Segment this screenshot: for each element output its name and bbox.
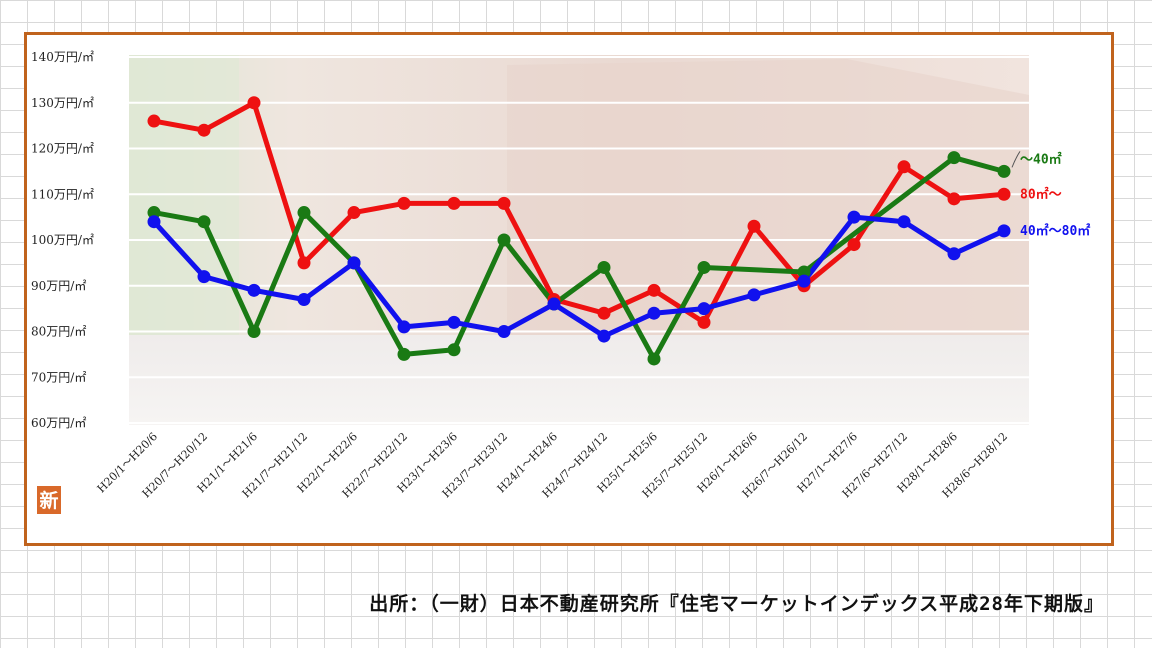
data-point (247, 283, 261, 297)
source-note: 出所：（一財）日本不動産研究所『住宅マーケットインデックス平成28年下期版』 (369, 593, 1104, 615)
data-point (347, 256, 361, 270)
y-tick-label: 80万円/㎡ (31, 325, 86, 339)
y-tick-label: 100万円/㎡ (31, 233, 94, 247)
data-point (947, 151, 961, 165)
series-label: ～40㎡ (1020, 151, 1062, 167)
data-point (847, 238, 861, 252)
data-point (847, 210, 861, 224)
data-point (447, 315, 461, 329)
data-point (447, 196, 461, 210)
data-point (947, 192, 961, 206)
y-tick-label: 130万円/㎡ (31, 96, 94, 110)
data-point (747, 219, 761, 233)
grid-lines (129, 56, 1029, 424)
data-point (147, 114, 161, 128)
y-tick-label: 90万円/㎡ (31, 279, 86, 293)
line-chart: 60万円/㎡ 70万円/㎡ 80万円/㎡ 90万円/㎡ 100万円/㎡ 110万円/㎡ 12… (31, 50, 1090, 514)
data-point (997, 224, 1011, 238)
series-label-leader (1011, 151, 1021, 168)
corner-badge-text: 新 (39, 489, 58, 512)
data-point (147, 215, 161, 229)
data-point (297, 292, 311, 306)
y-tick-label: 60万円/㎡ (31, 416, 86, 430)
corner-badge: 新 (37, 486, 61, 514)
data-point (897, 160, 911, 174)
data-point (247, 96, 261, 110)
data-point (647, 283, 661, 297)
data-point (247, 325, 261, 338)
data-point (597, 306, 611, 320)
y-tick-label: 120万円/㎡ (31, 142, 94, 156)
series-label: 40㎡～80㎡ (1020, 223, 1090, 239)
data-point (497, 196, 511, 210)
data-point (547, 297, 561, 311)
data-point (497, 325, 511, 338)
data-point (497, 233, 511, 247)
data-point (747, 288, 761, 302)
series-points (147, 96, 1011, 366)
y-tick-label: 110万円/㎡ (31, 187, 94, 201)
data-point (297, 256, 311, 270)
data-point (697, 315, 711, 329)
data-point (197, 270, 211, 284)
data-point (797, 265, 811, 279)
data-point (647, 306, 661, 320)
data-point (397, 320, 411, 334)
y-tick-label: 70万円/㎡ (31, 370, 86, 384)
data-point (297, 206, 311, 220)
data-point (947, 247, 961, 261)
data-point (147, 206, 161, 220)
data-point (697, 260, 711, 274)
data-point (647, 352, 661, 366)
data-point (397, 347, 411, 361)
x-axis: H20/1～H20/6H20/7～H20/12H21/1～H21/6H21/7～… (95, 430, 1010, 500)
data-point (597, 260, 611, 274)
data-point (397, 196, 411, 210)
data-point (447, 343, 461, 357)
series-line-2 (152, 214, 1006, 339)
series-labels: 80㎡～ ～40㎡ 40㎡～80㎡ (1011, 151, 1090, 239)
data-point (697, 302, 711, 316)
data-point (347, 206, 361, 220)
y-tick-label: 140万円/㎡ (31, 50, 94, 64)
data-point (897, 215, 911, 229)
data-point (197, 123, 211, 137)
data-point (997, 187, 1011, 201)
data-point (997, 164, 1011, 178)
y-axis: 60万円/㎡ 70万円/㎡ 80万円/㎡ 90万円/㎡ 100万円/㎡ 110万円/㎡ 12… (31, 50, 94, 430)
data-point (197, 215, 211, 229)
data-point (597, 329, 611, 343)
chart-frame: 60万円/㎡ 70万円/㎡ 80万円/㎡ 90万円/㎡ 100万円/㎡ 110万円/㎡ 12… (24, 32, 1114, 546)
data-point (797, 274, 811, 288)
series-label: 80㎡～ (1020, 186, 1062, 202)
